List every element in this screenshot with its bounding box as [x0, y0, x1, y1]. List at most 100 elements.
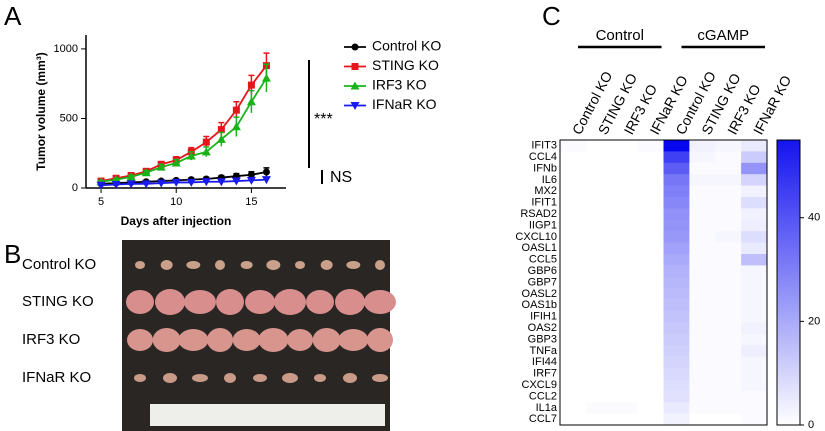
heat-cell: [585, 311, 613, 323]
heat-cell: [741, 174, 768, 186]
tumor: [155, 289, 185, 315]
heat-cell: [715, 402, 742, 414]
heat-cell: [689, 413, 716, 426]
heat-cell: [611, 333, 638, 346]
heat-cell: [637, 322, 664, 335]
marker: [201, 147, 211, 156]
marker: [217, 126, 225, 134]
heat-cell: [715, 231, 742, 243]
tumor: [253, 374, 267, 382]
heat-cell: [611, 197, 638, 209]
heat-cell: [585, 265, 613, 278]
panel-label: B: [4, 239, 21, 269]
marker: [111, 181, 121, 190]
tumor: [216, 289, 244, 315]
marker: [232, 106, 240, 114]
heat-cell: [663, 368, 690, 380]
photo-row-label: IFNaR KO: [22, 369, 91, 386]
legend-label: IRF3 KO: [372, 77, 427, 93]
heat-cell: [637, 368, 664, 380]
tumor: [152, 328, 181, 352]
row-label: IFIH1: [530, 311, 557, 323]
tumor: [295, 261, 305, 269]
heat-cell: [741, 151, 768, 164]
tumor: [364, 290, 396, 314]
heat-cell: [560, 345, 587, 357]
marker: [141, 168, 151, 177]
marker: [171, 158, 181, 167]
row-label: IFIT3: [531, 140, 557, 152]
marker: [246, 97, 256, 106]
tumor: [192, 374, 208, 382]
heat-cell: [663, 379, 690, 392]
heat-cell: [715, 254, 742, 266]
heat-cell: [637, 311, 664, 323]
row-label: GBP3: [528, 333, 557, 345]
row-label: IIGP1: [529, 219, 557, 231]
heat-cell: [663, 322, 690, 335]
row-label: IFI44: [532, 356, 557, 368]
tumor: [184, 290, 216, 314]
heat-cell: [611, 151, 638, 164]
heat-cell: [585, 322, 613, 335]
heat-cell: [741, 208, 768, 221]
x-tick-label: 15: [245, 196, 257, 208]
heat-cell: [689, 333, 716, 346]
heat-cell: [611, 311, 638, 323]
heat-cell: [560, 151, 587, 164]
marker: [350, 81, 360, 90]
heat-cell: [560, 413, 587, 426]
marker: [262, 168, 270, 176]
tumor: [232, 329, 261, 351]
tumor: [245, 290, 275, 314]
heat-cell: [741, 242, 768, 255]
heat-cell: [715, 311, 742, 323]
heat-cell: [611, 140, 638, 152]
heat-cell: [585, 197, 613, 209]
tumor: [266, 260, 281, 270]
heat-cell: [637, 276, 664, 289]
marker: [96, 181, 106, 190]
heat-cell: [663, 311, 690, 323]
heat-cell: [560, 390, 587, 403]
tumor: [375, 260, 385, 270]
heat-cell: [715, 265, 742, 278]
heat-cell: [689, 322, 716, 335]
heat-cell: [715, 345, 742, 357]
heat-cell: [715, 197, 742, 209]
heat-cell: [741, 356, 768, 369]
heat-cell: [560, 288, 587, 300]
tumor: [135, 261, 145, 269]
heat-cell: [585, 151, 613, 164]
heat-cell: [560, 208, 587, 221]
tumor: [163, 373, 177, 383]
marker: [156, 179, 166, 188]
heat-cell: [560, 379, 587, 392]
marker: [231, 177, 241, 186]
column-label: IFNaR KO: [750, 73, 794, 138]
heat-cell: [663, 265, 690, 278]
heat-cell: [715, 413, 742, 426]
colorbar-tick-label: 0: [808, 419, 814, 431]
heat-cell: [585, 140, 613, 152]
heat-cell: [689, 254, 716, 266]
heat-cell: [560, 185, 587, 198]
heat-cell: [663, 333, 690, 346]
heat-cell: [663, 242, 690, 255]
heat-cell: [663, 219, 690, 232]
heat-cell: [585, 276, 613, 289]
heat-cell: [585, 356, 613, 369]
heat-cell: [689, 151, 716, 164]
row-label: IFNb: [533, 162, 557, 174]
series-line: [100, 77, 268, 183]
x-axis-label: Days after injection: [121, 214, 232, 228]
row-label: CCL7: [529, 413, 557, 425]
row-label: GBP7: [528, 276, 557, 288]
tumor: [134, 374, 146, 382]
heat-cell: [637, 242, 664, 255]
heat-cell: [611, 208, 638, 221]
heat-cell: [637, 151, 664, 164]
heat-cell: [585, 288, 613, 300]
tumor: [178, 329, 209, 351]
heat-cell: [611, 242, 638, 255]
